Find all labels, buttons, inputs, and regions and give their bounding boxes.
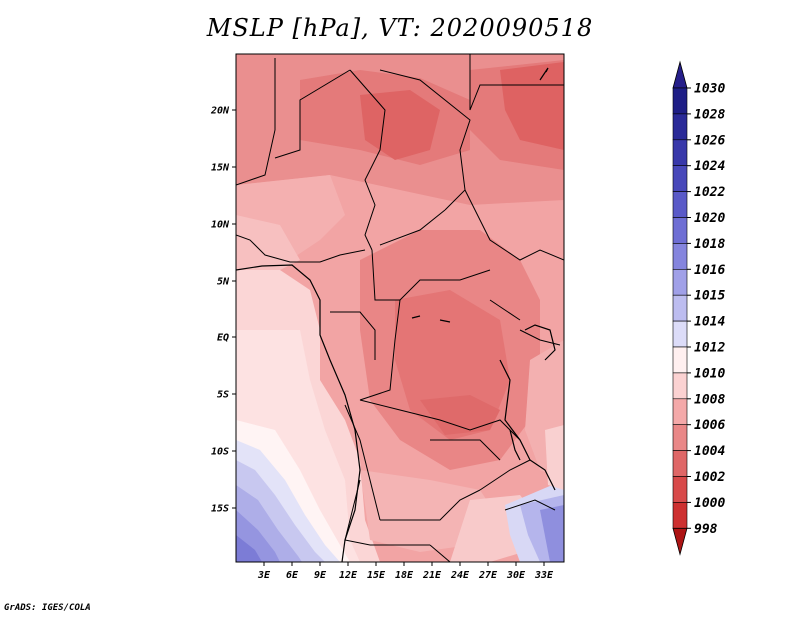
colorbar-band <box>672 191 688 218</box>
colorbar-label: 1024 <box>694 159 725 174</box>
lon-tick-label: 30E <box>506 570 526 581</box>
colorbar-bottom-arrow <box>672 527 688 556</box>
colorbar-label: 998 <box>694 522 718 537</box>
colorbar-label: 1000 <box>694 496 725 511</box>
lat-tick-label: 5N <box>217 277 230 288</box>
colorbar-label: 1004 <box>694 444 725 459</box>
colorbar-label: 1030 <box>694 82 725 97</box>
lon-tick-label: 3E <box>257 570 271 581</box>
lat-tick-label: 20N <box>210 106 230 117</box>
colorbar-band <box>672 476 688 503</box>
colorbar-label: 1002 <box>694 470 725 485</box>
lat-labels: 20N 15N 10N 5N EQ 5S 10S 15S <box>210 106 230 515</box>
colorbar-label: 1012 <box>694 341 725 356</box>
colorbar-label: 1010 <box>694 366 725 381</box>
coastline <box>236 67 556 562</box>
colorbar-label: 1028 <box>694 107 725 122</box>
lon-tick-label: 18E <box>395 570 414 581</box>
colorbar-label: 1015 <box>694 289 725 304</box>
pressure-field <box>236 54 564 562</box>
lat-tick-label: EQ <box>217 333 229 344</box>
lat-tick-label: 10S <box>211 447 229 458</box>
colorbar-band <box>672 294 688 322</box>
colorbar-band <box>672 165 688 192</box>
colorbar-band <box>672 268 688 296</box>
colorbar-band <box>672 217 688 244</box>
colorbar-band <box>672 139 688 167</box>
colorbar-label: 1006 <box>694 418 725 433</box>
colorbar-band <box>672 320 688 348</box>
lon-labels: 3E 6E 9E 12E 15E 18E 21E 24E 27E 30E 33E <box>257 570 554 581</box>
colorbar-label: 1026 <box>694 133 725 148</box>
colorbar-label: 1018 <box>694 237 725 252</box>
lat-tick-label: 10N <box>211 220 230 231</box>
colorbar-top-arrow <box>672 60 688 89</box>
colorbar: 1030 1028 1026 1024 1022 1020 1018 1016 1015 1014… <box>672 60 725 556</box>
lon-tick-label: 15E <box>367 570 386 581</box>
lon-tick-label: 21E <box>422 570 442 581</box>
colorbar-band <box>672 346 688 374</box>
lat-tick-label: 15N <box>211 163 230 174</box>
axis-ticks <box>232 109 545 566</box>
colorbar-label: 1014 <box>694 315 725 330</box>
lon-tick-label: 33E <box>534 570 554 581</box>
colorbar-band <box>672 372 688 400</box>
grads-credit: GrADS: IGES/COLA <box>4 603 91 613</box>
colorbar-label: 1022 <box>694 185 725 200</box>
lon-tick-label: 6E <box>286 570 299 581</box>
map-title: MSLP [hPa], VT: 2020090518 <box>206 14 594 42</box>
colorbar-band <box>672 502 688 529</box>
colorbar-band <box>672 243 688 270</box>
colorbar-band <box>672 87 688 115</box>
lon-tick-label: 27E <box>478 570 498 581</box>
colorbar-label: 1016 <box>694 263 725 278</box>
colorbar-label: 1008 <box>694 392 725 407</box>
lat-tick-label: 15S <box>211 504 229 515</box>
lon-tick-label: 12E <box>339 570 358 581</box>
lon-tick-label: 24E <box>450 570 470 581</box>
lat-tick-label: 5S <box>217 390 229 401</box>
colorbar-band <box>672 113 688 141</box>
colorbar-band <box>672 424 688 451</box>
colorbar-band <box>672 398 688 425</box>
colorbar-band <box>672 450 688 477</box>
country-borders <box>236 54 564 562</box>
map-frame <box>235 53 565 563</box>
colorbar-label: 1020 <box>694 211 725 226</box>
lon-tick-label: 9E <box>314 570 327 581</box>
